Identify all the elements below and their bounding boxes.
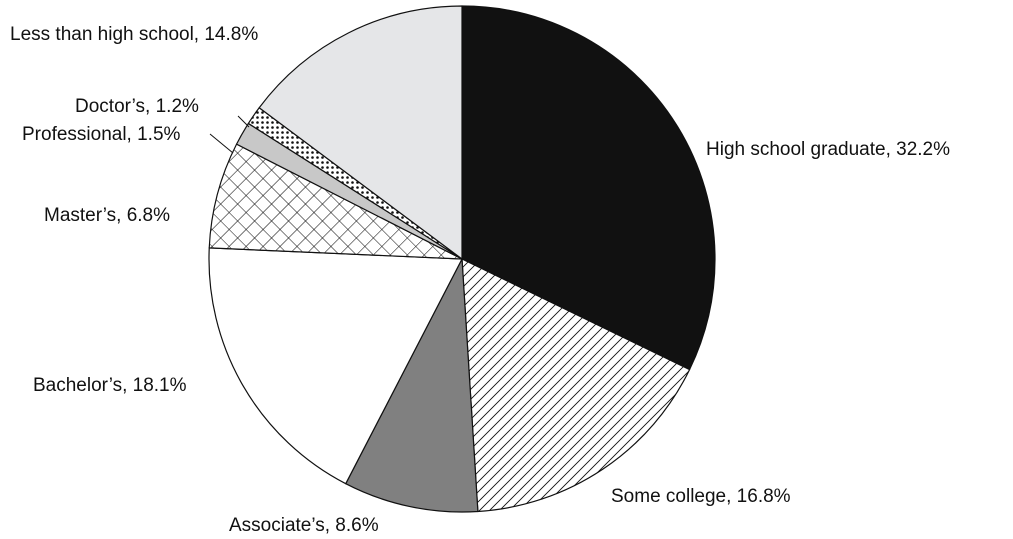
slice-label-professional: Professional, 1.5% (22, 124, 181, 145)
pie-slice-some-college (461, 258, 691, 513)
slice-label-masters: Master’s, 6.8% (44, 205, 170, 226)
pie-slice-high-school-graduate (461, 5, 716, 371)
slices-layer (208, 5, 716, 513)
leader-line-professional (209, 133, 234, 154)
pie-slice-masters (208, 143, 463, 260)
pie-slice-bachelors (208, 247, 463, 485)
slice-label-associates: Associate’s, 8.6% (229, 515, 379, 536)
pie-slice-associates (345, 258, 479, 513)
slice-label-some-college: Some college, 16.8% (611, 486, 791, 507)
leader-lines-layer (209, 115, 250, 154)
slice-label-high-school-graduate: High school graduate, 32.2% (706, 139, 950, 160)
pie-slice-less-than-high-school (258, 5, 463, 260)
slice-label-doctors: Doctor’s, 1.2% (75, 96, 199, 117)
slice-label-less-than-high-school: Less than high school, 14.8% (10, 24, 258, 45)
leader-line-doctors (237, 115, 250, 128)
slice-label-bachelors: Bachelor’s, 18.1% (33, 375, 187, 396)
labels-layer: High school graduate, 32.2% Some college,… (10, 24, 950, 536)
